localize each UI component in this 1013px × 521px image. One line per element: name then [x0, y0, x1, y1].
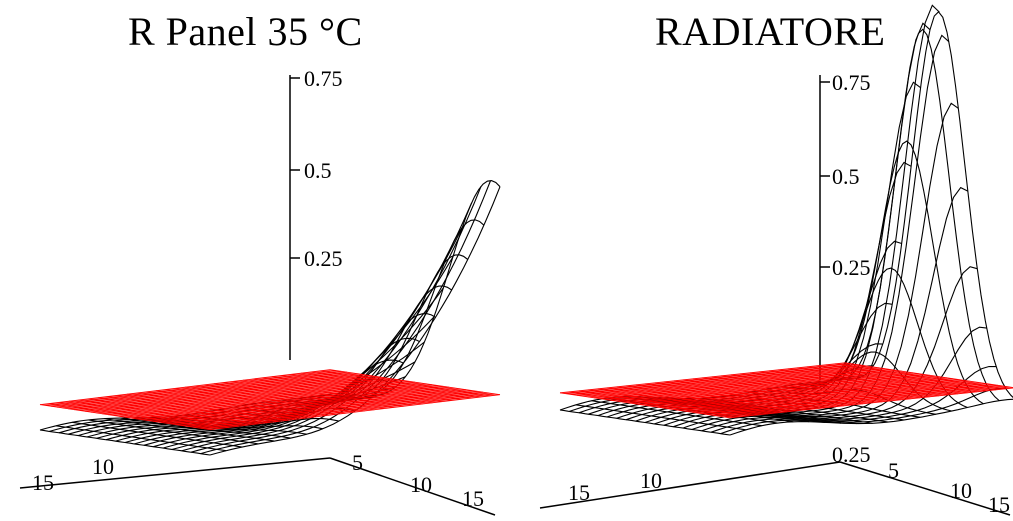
axis-tick-label: 15 — [32, 470, 54, 495]
axis-tick-label: 10 — [92, 454, 114, 479]
reference-plane-gridline — [291, 373, 462, 400]
reference-plane-gridline — [806, 366, 978, 393]
axis-tick-label: 10 — [410, 472, 432, 497]
surface-plot: 0.75 0.5 0.25 15 10 0.25 5 10 15 — [539, 4, 1013, 517]
reference-plane-gridline — [707, 384, 993, 415]
axis-tick-label: 5 — [888, 458, 899, 483]
reference-plane — [559, 362, 1013, 419]
x-axis — [539, 461, 841, 509]
y-axis — [329, 457, 496, 516]
reference-plane-gridline — [209, 394, 501, 431]
reference-plane-gridline — [181, 390, 472, 426]
surface-plot: 0.75 0.5 0.25 15 10 5 10 15 — [19, 66, 501, 516]
reference-plane-gridline — [192, 391, 484, 428]
axis-tick-label: 0.25 — [832, 442, 871, 467]
z-tick-label: 0.25 — [304, 246, 343, 271]
x-axis — [19, 457, 331, 489]
y-axis — [839, 461, 1011, 516]
axis-tick-label: 5 — [352, 450, 363, 475]
reference-plane-gridline — [712, 384, 999, 416]
reference-plane-gridline — [724, 386, 1010, 418]
mesh-line — [329, 180, 501, 399]
mesh-line — [845, 10, 1013, 399]
mesh-line — [729, 398, 1013, 436]
reference-plane-gridline — [816, 365, 987, 392]
chart-panel-radiatore: RADIATORE 0.75 0.5 0.25 15 10 0.25 5 10 … — [510, 0, 1013, 521]
reference-plane-gridline — [310, 371, 481, 398]
chart-panel-r-panel: R Panel 35 °C 0.75 0.5 0.25 15 10 5 10 1… — [0, 0, 501, 521]
z-tick-label: 0.5 — [832, 164, 860, 189]
reference-plane-gridline — [701, 383, 987, 415]
reference-plane-gridline — [825, 364, 997, 391]
chart-title: R Panel 35 °C — [128, 9, 363, 54]
axis-tick-label: 10 — [640, 468, 662, 493]
z-tick-label: 0.75 — [832, 70, 871, 95]
reference-plane-gridline — [204, 393, 495, 430]
axis-tick-label: 15 — [568, 480, 590, 505]
z-tick-label: 0.75 — [304, 66, 343, 91]
reference-plane-gridline — [320, 370, 491, 397]
reference-plane-gridline — [300, 372, 472, 399]
reference-plane-gridline — [844, 362, 1013, 388]
reference-plane-gridline — [198, 392, 489, 429]
axis-tick-label: 15 — [988, 492, 1010, 517]
reference-plane-gridline — [835, 363, 1006, 390]
reference-plane-gridline — [718, 385, 1004, 417]
mesh-line — [644, 22, 931, 424]
axis-tick-label: 15 — [462, 486, 484, 511]
reference-plane-gridline — [187, 390, 478, 427]
reference-plane — [39, 369, 501, 431]
reference-plane-gridline — [329, 369, 501, 396]
chart-title: RADIATORE — [655, 9, 886, 54]
z-tick-label: 0.25 — [832, 255, 871, 280]
z-tick-label: 0.5 — [304, 158, 332, 183]
reference-plane-gridline — [729, 387, 1013, 419]
axis-tick-label: 10 — [950, 478, 972, 503]
mesh-line — [720, 387, 1006, 435]
